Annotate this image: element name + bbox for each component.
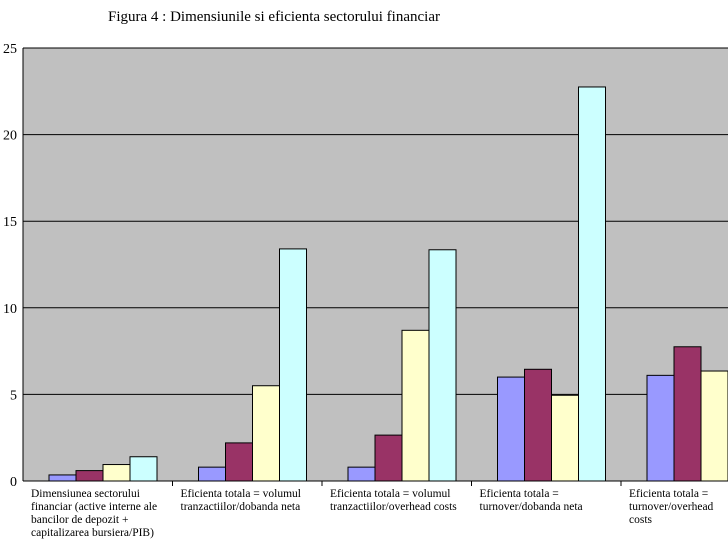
bar [673,346,702,482]
y-tick-label: 15 [3,215,17,230]
x-category-label: Eficienta totala = volumul tranzactiilor/… [330,488,457,513]
y-tick-label: 10 [3,302,17,317]
y-tick-label: 5 [10,388,17,403]
x-category-label: Eficienta totala = volumul tranzactiilor/… [181,488,302,513]
bar [252,385,280,482]
bar [551,394,579,482]
bar [225,442,253,482]
y-tick-label: 25 [3,42,17,57]
bar [374,434,403,482]
y-tick-label: 0 [10,475,17,490]
bar [102,464,131,482]
y-tick-label: 20 [3,129,17,144]
bar [428,249,457,482]
plot-area [23,48,728,481]
bar [401,329,430,482]
bar [497,376,525,482]
x-category-label: Eficienta totala = turnover/overhead costs [629,488,714,526]
bar [198,466,226,482]
bar [700,370,728,482]
bar [48,474,77,482]
x-category-label: Dimensiunea sectorului financiar (active … [31,488,157,539]
bar [75,470,104,482]
x-category-label: Eficienta totala = turnover/dobanda neta [480,488,583,513]
bar [524,368,552,482]
bar [129,456,158,482]
chart-title: Figura 4 : Dimensiunile si eficienta sec… [108,9,440,25]
bar [646,374,675,482]
bar [578,86,606,482]
bar [347,466,376,482]
bar [279,248,307,482]
